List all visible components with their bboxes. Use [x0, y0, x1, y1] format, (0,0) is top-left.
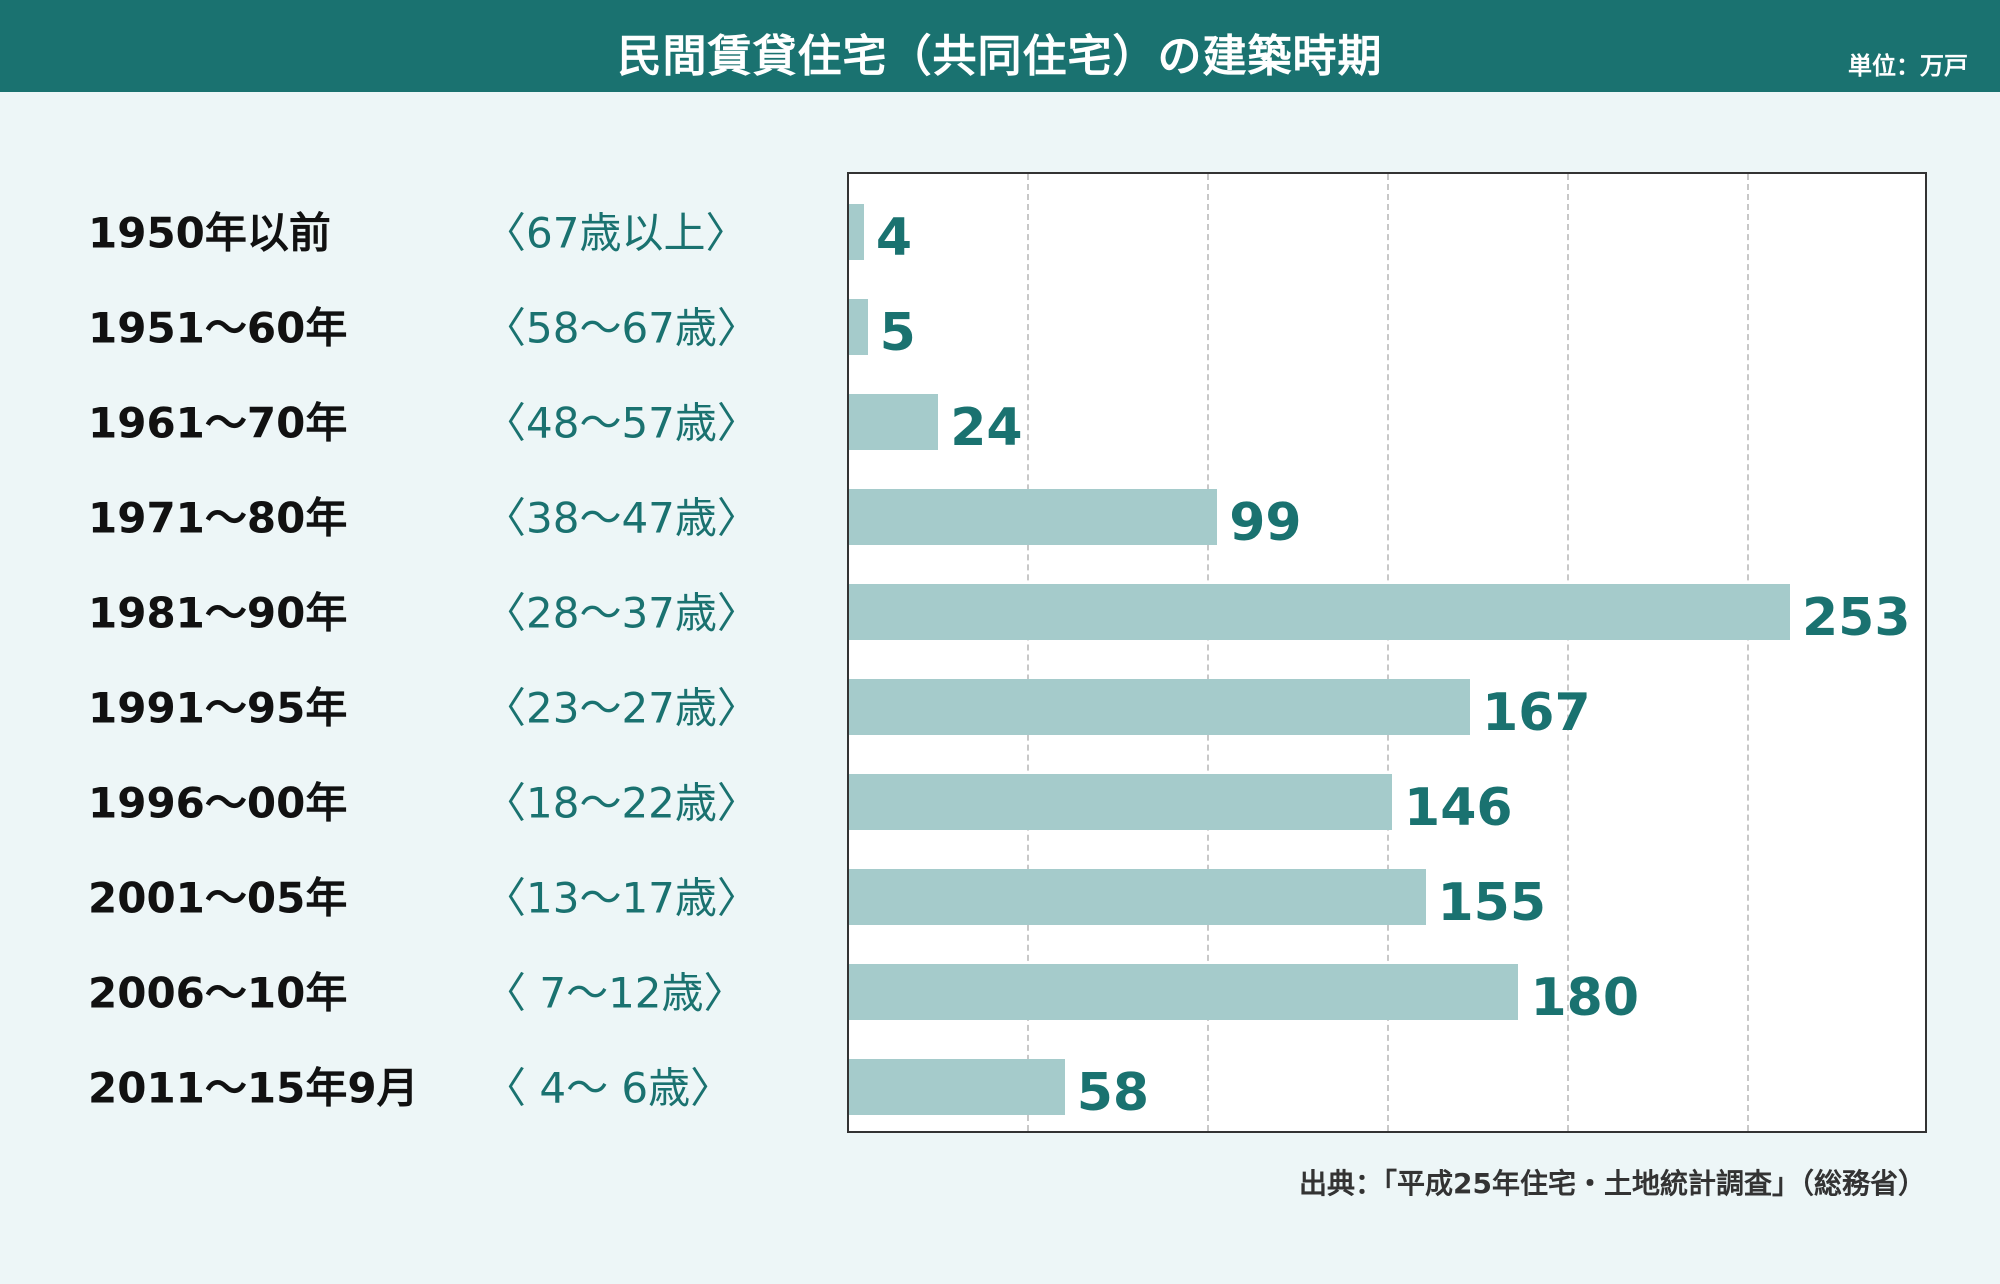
- bar: [849, 584, 1790, 640]
- bar: [849, 1059, 1065, 1115]
- bar: [849, 489, 1218, 545]
- period-label: 1961〜70年: [88, 398, 348, 448]
- bar: [849, 964, 1519, 1020]
- age-range-label: 〈18〜22歳〉: [484, 778, 759, 828]
- chart-header: 民間賃貸住宅（共同住宅）の建築時期 単位：万戸: [0, 0, 2000, 92]
- bar-value-label: 24: [950, 398, 1023, 458]
- age-range-label: 〈13〜17歳〉: [484, 873, 759, 923]
- period-label: 2011〜15年9月: [88, 1063, 419, 1113]
- bar: [849, 774, 1393, 830]
- age-range-label: 〈48〜57歳〉: [484, 398, 759, 448]
- bar: [849, 679, 1471, 735]
- bar-value-label: 5: [879, 303, 916, 363]
- bar: [849, 299, 868, 355]
- period-label: 1950年以前: [88, 208, 331, 258]
- period-label: 1981〜90年: [88, 588, 348, 638]
- age-range-label: 〈67歳以上〉: [484, 208, 748, 258]
- bar-value-label: 167: [1482, 683, 1591, 743]
- unit-label: 単位：万戸: [1848, 52, 1968, 80]
- period-label: 2001〜05年: [88, 873, 348, 923]
- source-note: 出典：「平成25年住宅・土地統計調査」（総務省）: [1299, 1167, 1926, 1200]
- age-range-label: 〈 7〜12歳〉: [484, 968, 746, 1018]
- gridline: [1567, 174, 1569, 1131]
- bar: [849, 204, 864, 260]
- period-label: 1971〜80年: [88, 493, 348, 543]
- age-range-label: 〈 4〜 6歳〉: [484, 1063, 733, 1113]
- age-range-label: 〈38〜47歳〉: [484, 493, 759, 543]
- bar-value-label: 180: [1530, 968, 1640, 1028]
- bar-value-label: 99: [1229, 493, 1302, 553]
- period-label: 1951〜60年: [88, 303, 348, 353]
- bar-value-label: 253: [1802, 588, 1911, 648]
- chart-plot-area: 4 5 24 99 253 167 146 155 180 58: [847, 172, 1927, 1133]
- period-label: 2006〜10年: [88, 968, 348, 1018]
- age-range-label: 〈58〜67歳〉: [484, 303, 759, 353]
- chart-title: 民間賃貸住宅（共同住宅）の建築時期: [617, 31, 1383, 82]
- bar-value-label: 4: [875, 208, 913, 268]
- period-label: 1991〜95年: [88, 683, 348, 733]
- bar-value-label: 146: [1404, 778, 1513, 838]
- age-range-label: 〈23〜27歳〉: [484, 683, 759, 733]
- gridline: [1387, 174, 1389, 1131]
- gridline: [1207, 174, 1209, 1131]
- gridline: [1027, 174, 1029, 1131]
- bar: [849, 869, 1426, 925]
- age-range-label: 〈28〜37歳〉: [484, 588, 759, 638]
- period-label: 1996〜00年: [88, 778, 348, 828]
- bar: [849, 394, 939, 450]
- bar-value-label: 58: [1076, 1063, 1150, 1123]
- bar-value-label: 155: [1437, 873, 1547, 933]
- gridline: [1747, 174, 1749, 1131]
